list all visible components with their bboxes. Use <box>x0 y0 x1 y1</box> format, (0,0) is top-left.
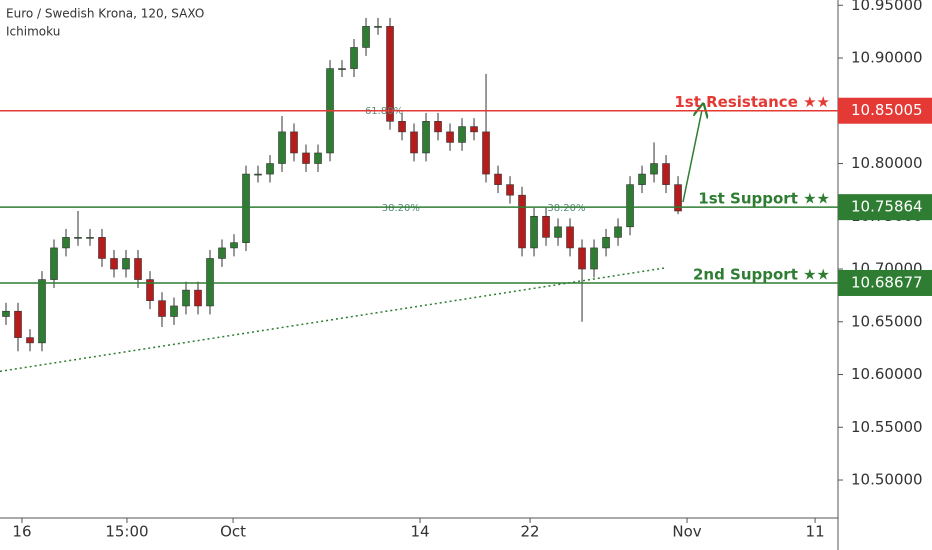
trend-line <box>0 267 665 373</box>
level-price-box <box>838 194 932 221</box>
candle-body <box>350 47 358 69</box>
candle-body <box>26 337 34 344</box>
candle-body <box>230 242 238 249</box>
candle-body <box>662 163 670 185</box>
x-tick-label: 22 <box>521 523 540 541</box>
fib-label: 38.20% <box>547 203 585 214</box>
candle-body <box>86 237 94 239</box>
candle-body <box>290 131 298 154</box>
x-tick-label: Nov <box>672 523 701 541</box>
candle-body <box>218 247 226 259</box>
candle-body <box>158 300 166 317</box>
level-price-label: 10.75864 <box>851 198 923 216</box>
level-name: 2nd Support ★★ <box>693 265 830 283</box>
candle-body <box>362 26 370 48</box>
candle-body <box>482 131 490 175</box>
plot-area <box>0 17 682 373</box>
y-tick-label: 10.90000 <box>851 49 923 67</box>
candle-body <box>62 237 70 249</box>
candle-body <box>554 226 562 238</box>
candle-body <box>122 258 130 270</box>
y-tick-label: 10.65000 <box>851 312 923 330</box>
candle-body <box>254 173 262 176</box>
candle-body <box>302 152 310 164</box>
level-price-label: 10.85005 <box>851 101 923 119</box>
candle-body <box>110 258 118 270</box>
indicator-name: Ichimoku <box>6 25 60 39</box>
candle-body <box>182 289 190 307</box>
candle-body <box>458 126 466 143</box>
candle-body <box>98 237 106 259</box>
x-tick-label: 14 <box>410 523 429 541</box>
candle-body <box>518 194 526 249</box>
candle-body <box>2 310 10 317</box>
level-price-box <box>838 97 932 124</box>
candle-body <box>338 68 346 70</box>
level-price-box <box>838 269 932 296</box>
level-price-label: 10.68677 <box>851 273 923 291</box>
candle-body <box>590 247 598 270</box>
candle-body <box>74 237 82 239</box>
candle-body <box>578 247 586 270</box>
fib-label: 38.20% <box>382 203 420 214</box>
candle-body <box>194 289 202 307</box>
candle-body <box>602 237 610 249</box>
candle-body <box>494 173 502 185</box>
candle-body <box>170 305 178 317</box>
candle-body <box>398 121 406 133</box>
x-tick-label: Oct <box>220 523 246 541</box>
candle-body <box>434 121 442 133</box>
candle-body <box>314 152 322 164</box>
candle-body <box>650 163 658 175</box>
level-name: 1st Support ★★ <box>698 190 830 208</box>
candle-body <box>374 26 382 28</box>
candle-body <box>134 258 142 280</box>
candle-body <box>266 163 274 175</box>
x-tick-label: 16 <box>12 523 31 541</box>
candle-body <box>242 173 250 243</box>
candle-body <box>674 184 682 212</box>
chart-title: Euro / Swedish Krona, 120, SAXO <box>6 7 204 21</box>
projection-arrow <box>682 110 702 203</box>
candle-body <box>626 184 634 228</box>
level-name: 1st Resistance ★★ <box>674 93 830 111</box>
candle-body <box>530 215 538 249</box>
candle-body <box>566 226 574 249</box>
y-tick-label: 10.50000 <box>851 471 923 489</box>
candle-body <box>410 131 418 154</box>
x-tick-label: 11 <box>806 523 825 541</box>
y-tick-label: 10.95000 <box>851 0 923 14</box>
candle-body <box>146 279 154 301</box>
candle-body <box>470 126 478 133</box>
candle-body <box>542 215 550 238</box>
x-tick-label: 15:00 <box>105 523 148 541</box>
candle-body <box>422 121 430 154</box>
candle-body <box>14 310 22 338</box>
candle-body <box>206 258 214 307</box>
candle-body <box>638 173 646 185</box>
y-tick-label: 10.55000 <box>851 418 923 436</box>
candle-body <box>386 26 394 122</box>
candle-body <box>50 247 58 280</box>
candle-body <box>38 279 46 344</box>
candle-body <box>278 131 286 164</box>
y-tick-label: 10.80000 <box>851 154 923 172</box>
y-tick-label: 10.60000 <box>851 365 923 383</box>
candle-body <box>446 131 454 143</box>
candle-body <box>506 184 514 196</box>
candle-body <box>614 226 622 238</box>
